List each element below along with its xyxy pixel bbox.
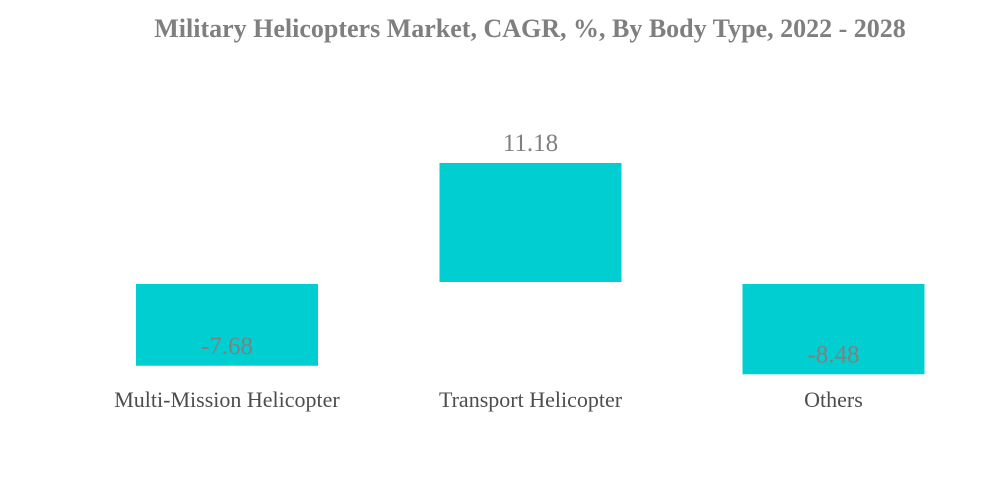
category-labels-group: Multi-Mission Helicopter Transport Helico… — [114, 387, 863, 412]
bar-1 — [136, 284, 318, 366]
category-label-1: Multi-Mission Helicopter — [114, 387, 340, 412]
data-labels-group: -7.68 11.18 -8.48 — [201, 130, 860, 368]
category-label-3: Others — [804, 387, 863, 412]
data-label-2: 11.18 — [503, 130, 558, 157]
category-label-2: Transport Helicopter — [439, 387, 623, 412]
bar-3 — [742, 284, 925, 375]
data-label-1: -7.68 — [201, 333, 253, 360]
bars-group — [136, 162, 925, 375]
bar-2 — [439, 162, 622, 282]
chart-title: Military Helicopters Market, CAGR, %, By… — [154, 14, 906, 43]
data-label-3: -8.48 — [807, 341, 859, 368]
